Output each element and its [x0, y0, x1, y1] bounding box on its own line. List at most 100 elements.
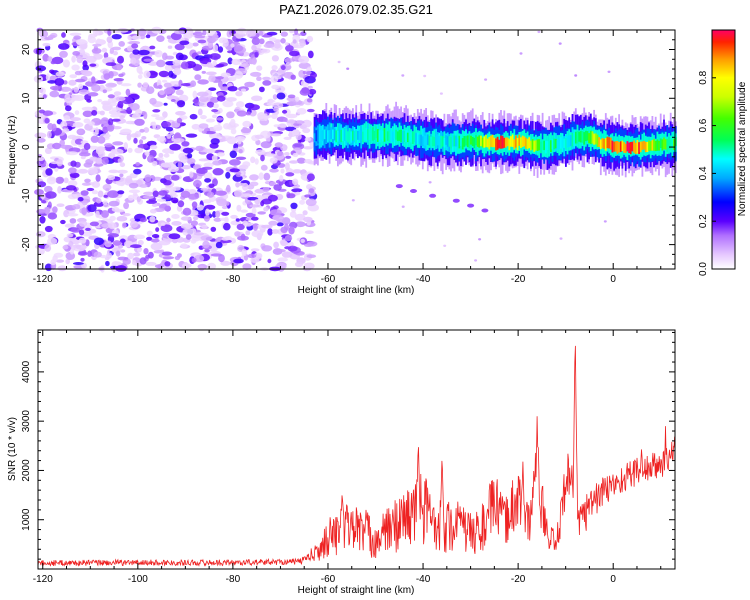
y-tick-label: 1000 — [21, 508, 32, 531]
signal-cell — [623, 142, 625, 153]
noise-blob — [289, 211, 297, 218]
noise-blob — [156, 156, 164, 161]
colorbar: 0.0 0.2 0.4 0.6 0.8 Normalized spectral ampl… — [698, 29, 748, 276]
signal-cell — [505, 137, 507, 148]
signal-cell — [581, 131, 584, 143]
noise-blob — [107, 94, 115, 99]
noise-blob — [192, 98, 199, 104]
colorbar-frame — [711, 29, 736, 270]
noise-blob — [603, 220, 607, 223]
noise-blob — [203, 162, 214, 169]
noise-blob — [111, 261, 122, 267]
noise-blob — [95, 147, 105, 155]
signal-cell — [468, 134, 471, 149]
signal-cell — [405, 130, 407, 142]
noise-blob — [70, 117, 81, 122]
noise-blob — [148, 251, 154, 259]
noise-blob — [83, 118, 91, 124]
signal-cell — [546, 141, 549, 150]
noise-blob — [443, 244, 447, 247]
noise-blob — [294, 120, 305, 125]
noise-blob — [101, 100, 111, 106]
signal-cell — [360, 130, 363, 141]
noise-blob — [131, 35, 142, 40]
noise-blob — [62, 245, 69, 250]
signal-cell — [616, 141, 619, 154]
noise-blob — [110, 114, 121, 118]
noise-blob — [65, 258, 70, 265]
noise-blob — [275, 89, 284, 94]
noise-blob — [250, 71, 262, 77]
noise-blob — [212, 168, 224, 176]
signal-cell — [491, 134, 494, 148]
noise-blob — [204, 131, 216, 135]
signal-cell — [450, 137, 452, 149]
noise-blob — [257, 211, 267, 215]
noise-blob — [168, 233, 181, 240]
noise-blob — [262, 80, 272, 86]
spectrogram-signal-trace — [313, 101, 677, 213]
signal-cell — [388, 130, 391, 143]
snr-frame — [37, 329, 676, 570]
signal-cell — [322, 130, 324, 141]
noise-blob — [268, 220, 278, 226]
noise-blob — [37, 156, 45, 162]
signal-cell — [589, 130, 592, 145]
signal-cell — [555, 138, 557, 149]
signal-cell — [521, 135, 524, 147]
signal-cell — [606, 136, 609, 149]
snr-y-axis: 1000 2000 3000 4000 — [21, 331, 675, 570]
noise-blob — [171, 197, 179, 204]
noise-blob — [307, 85, 313, 89]
signal-cell — [506, 137, 509, 147]
noise-blob — [200, 235, 213, 241]
signal-cell — [598, 137, 600, 147]
noise-blob — [88, 121, 95, 126]
noise-blob — [256, 76, 262, 81]
signal-cell — [425, 136, 427, 146]
noise-blob — [136, 196, 141, 203]
noise-blob — [130, 103, 140, 111]
noise-blob — [287, 94, 296, 99]
noise-blob — [70, 227, 81, 233]
noise-blob — [81, 231, 93, 237]
noise-blob — [86, 187, 95, 192]
noise-blob — [208, 183, 215, 189]
noise-blob — [117, 158, 123, 164]
noise-blob — [291, 188, 303, 193]
noise-blob — [191, 123, 201, 130]
signal-cell — [458, 135, 461, 149]
noise-blob — [122, 213, 131, 217]
noise-blob — [261, 245, 273, 252]
noise-blob — [439, 92, 443, 95]
noise-blob — [260, 164, 268, 171]
signal-cell — [653, 138, 655, 151]
noise-blob — [292, 169, 302, 174]
spectrogram-ylabel: Frequency (Hz) — [7, 116, 18, 185]
signal-cell — [386, 131, 389, 141]
noise-blob — [41, 200, 47, 204]
noise-blob — [245, 230, 251, 236]
x-tick-label: -20 — [511, 574, 526, 585]
noise-blob — [230, 43, 235, 48]
noise-blob — [299, 88, 311, 96]
noise-blob — [190, 239, 197, 244]
noise-blob — [197, 79, 209, 85]
noise-blob — [235, 101, 245, 108]
noise-blob — [171, 121, 176, 129]
noise-blob — [84, 178, 91, 183]
signal-cell — [358, 130, 361, 141]
noise-blob — [143, 70, 151, 79]
noise-blob — [49, 69, 55, 74]
signal-cell — [671, 137, 674, 151]
noise-blob — [120, 83, 132, 87]
noise-blob — [47, 130, 52, 139]
spectrogram-noise — [33, 26, 672, 273]
noise-blob — [101, 157, 109, 165]
noise-blob — [101, 210, 109, 218]
signal-cell — [317, 129, 319, 144]
noise-blob — [44, 225, 53, 233]
noise-blob — [123, 202, 129, 210]
noise-blob — [149, 97, 157, 105]
noise-blob — [95, 157, 103, 165]
